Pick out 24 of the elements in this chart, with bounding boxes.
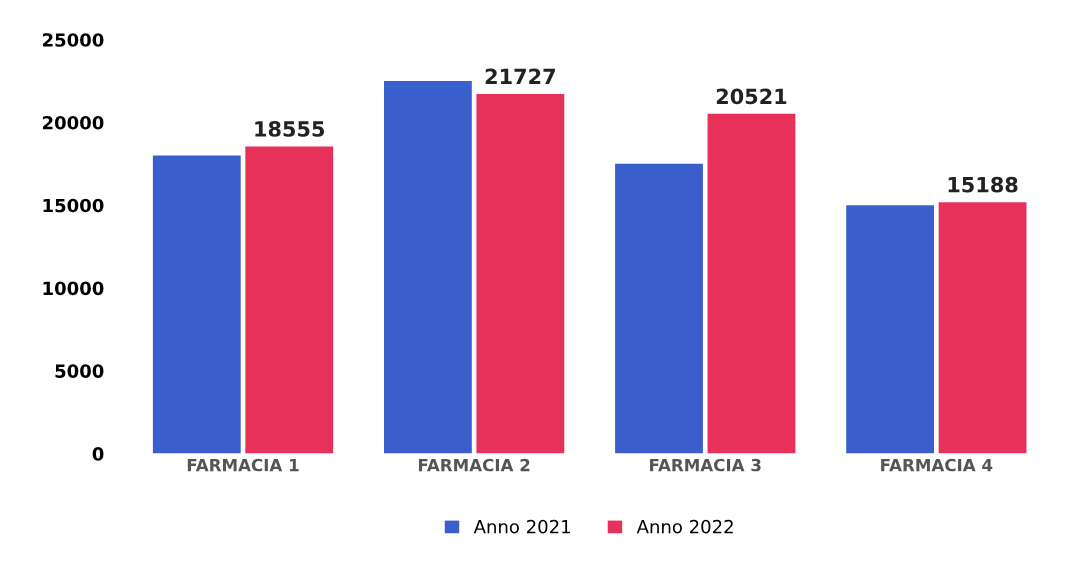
x-tick-label: FARMACIA 3: [650, 458, 761, 472]
legend-label: Anno 2022: [636, 519, 733, 534]
bar: [476, 93, 565, 454]
bar: [615, 163, 703, 454]
y-tick-label: 10000: [43, 281, 104, 296]
y-tick-label: 0: [92, 447, 104, 461]
bar: [846, 205, 935, 454]
x-tick-label: FARMACIA 4: [881, 458, 993, 472]
y-tick-label: 25000: [42, 33, 104, 47]
data-label: 15188: [948, 176, 1018, 193]
y-tick-label: 20000: [42, 115, 104, 130]
legend-label: Anno 2021: [473, 519, 570, 534]
y-tick-label: 5000: [55, 364, 104, 378]
bar: [245, 146, 334, 454]
data-label: 20521: [716, 88, 787, 105]
bar: [152, 155, 241, 454]
x-tick-label: FARMACIA 2: [418, 458, 530, 472]
bar: [383, 81, 472, 454]
x-tick-label: FARMACIA 1: [187, 458, 299, 472]
y-tick-label: 15000: [43, 198, 104, 213]
data-label: 18555: [255, 121, 325, 137]
bar: [707, 113, 796, 454]
bar: [938, 202, 1027, 454]
data-label: 21727: [485, 68, 555, 84]
